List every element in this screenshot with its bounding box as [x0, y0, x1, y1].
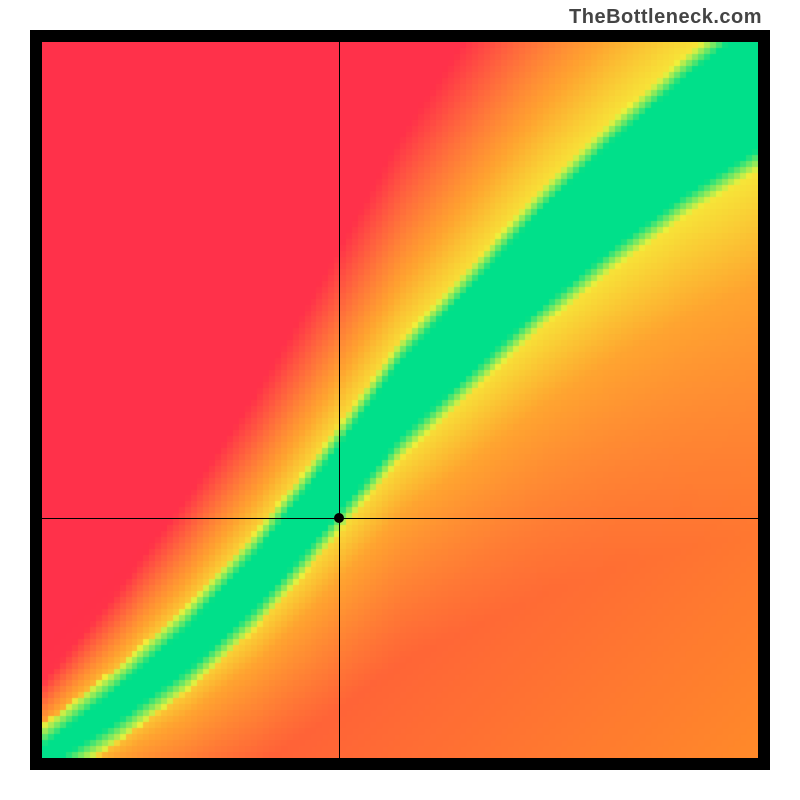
crosshair-vertical	[339, 42, 340, 758]
heatmap-canvas	[42, 42, 758, 758]
watermark-text: TheBottleneck.com	[569, 6, 762, 29]
plot-frame	[30, 30, 770, 770]
crosshair-horizontal	[42, 518, 758, 519]
plot-area	[42, 42, 758, 758]
crosshair-marker	[334, 513, 344, 523]
